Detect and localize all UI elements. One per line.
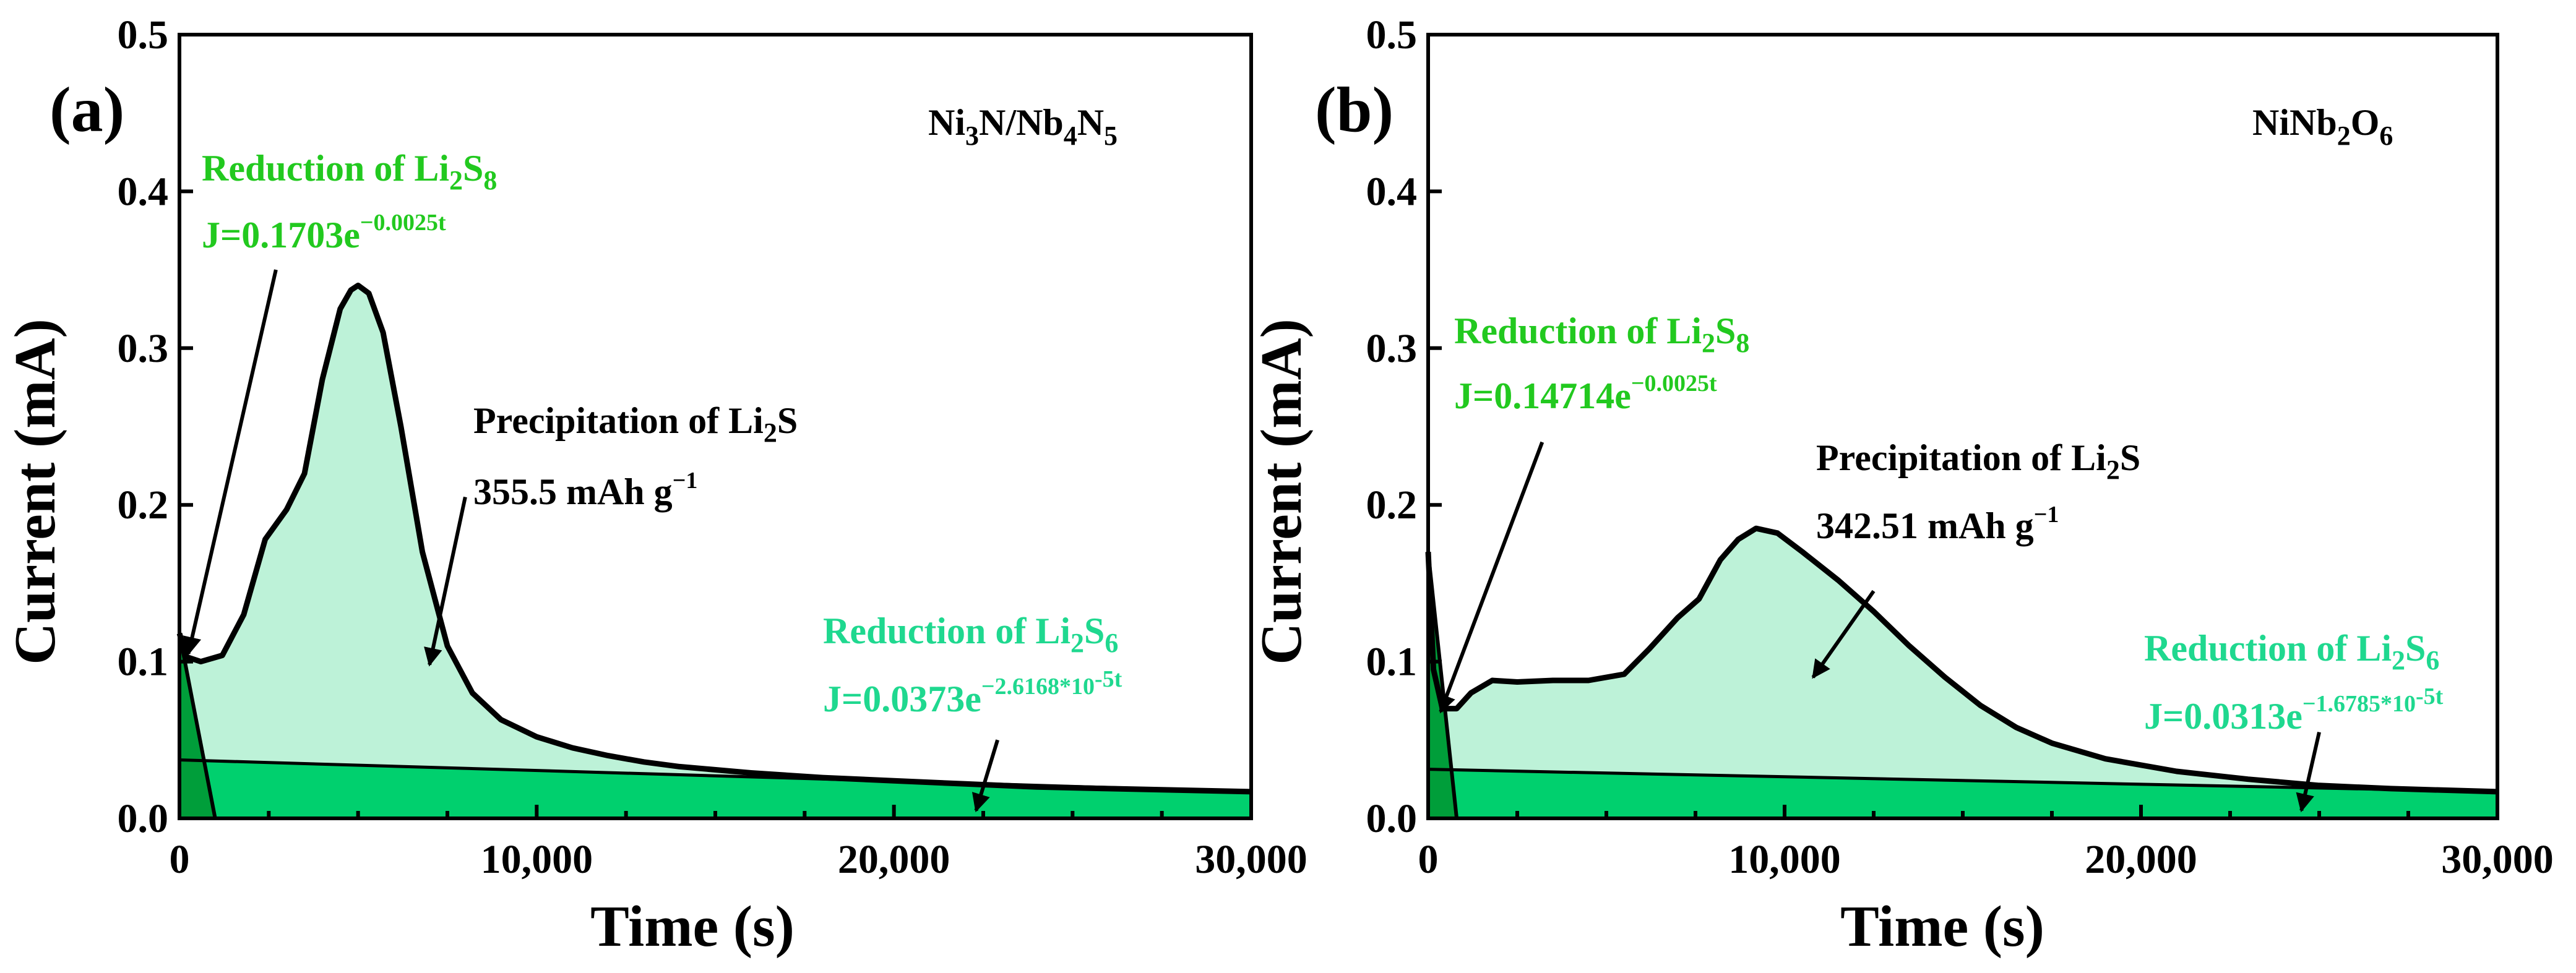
li2s6-annotation-title: Reduction of Li2S6 xyxy=(2144,628,2439,675)
annotation-arrow xyxy=(1811,589,1876,679)
li2s6-reduction-area xyxy=(1428,769,2497,818)
panel-label: (b) xyxy=(1315,74,1394,145)
y-tick-label: 0.1 xyxy=(118,640,169,685)
x-tick-label: 0 xyxy=(170,837,190,882)
x-tick-label: 10,000 xyxy=(481,837,593,882)
sample-label: Ni3N/Nb4N5 xyxy=(928,102,1118,151)
x-tick-label: 30,000 xyxy=(1195,837,1307,882)
x-axis-title: Time (s) xyxy=(590,894,795,959)
annotation-arrow xyxy=(2296,731,2321,813)
y-tick-label: 0.0 xyxy=(1366,796,1418,841)
current-curve xyxy=(1425,525,2498,795)
x-axis-title: Time (s) xyxy=(1840,894,2044,959)
panel-b-data-layer xyxy=(1425,525,2498,819)
li2s6-fit-line xyxy=(179,758,1252,794)
x-tick-label: 10,000 xyxy=(1728,837,1841,882)
precipitation-area xyxy=(179,285,1251,792)
y-tick-label: 0.0 xyxy=(118,796,169,841)
chart-panel-b: 0.0 0.1 0.2 0.3 0.4 0.5 0 10,000 20,000 30,000 T… xyxy=(1249,12,2554,959)
li2s6-fit-equation: J=0.0373e−2.6168*10-5t xyxy=(823,666,1122,719)
y-tick-label: 0.2 xyxy=(118,482,169,528)
y-axis-ticks: 0.0 0.1 0.2 0.3 0.4 0.5 xyxy=(1366,12,1442,841)
x-tick-label: 30,000 xyxy=(2441,837,2554,882)
annotation-arrow xyxy=(1437,441,1544,714)
x-tick-label: 20,000 xyxy=(838,837,950,882)
y-axis-title: Current (mA) xyxy=(1249,319,1314,665)
y-tick-label: 0.5 xyxy=(118,12,169,58)
annotation-arrow xyxy=(424,496,467,667)
y-tick-label: 0.2 xyxy=(1366,482,1418,528)
panel-a-data-layer xyxy=(176,282,1252,819)
precipitation-capacity: 355.5 mAh g−1 xyxy=(473,468,697,512)
y-axis-ticks: 0.0 0.1 0.2 0.3 0.4 0.5 xyxy=(118,12,193,841)
precipitation-area xyxy=(1428,528,2497,792)
li2s6-fit-equation: J=0.0313e−1.6785*10-5t xyxy=(2144,684,2444,737)
y-tick-label: 0.5 xyxy=(1366,12,1418,58)
chart-panel-a: 0.0 0.1 0.2 0.3 0.4 0.5 0 10,000 20,000 30,000 T… xyxy=(3,12,1307,959)
li2s6-fit-line xyxy=(1428,768,2498,794)
x-axis-ticks: 0 10,000 20,000 30,000 xyxy=(170,805,1307,882)
annotation-arrow xyxy=(971,739,999,813)
li2s6-annotation-title: Reduction of Li2S6 xyxy=(823,611,1118,658)
y-tick-label: 0.4 xyxy=(1366,169,1418,214)
annotation-arrows xyxy=(1437,441,2321,813)
li2s8-fit-equation: J=0.14714e−0.0025t xyxy=(1454,371,1717,416)
sample-label: NiNb2O6 xyxy=(2252,102,2393,151)
li2s8-annotation-title: Reduction of Li2S8 xyxy=(202,148,497,195)
li2s8-annotation-title: Reduction of Li2S8 xyxy=(1454,311,1749,358)
x-tick-label: 20,000 xyxy=(2085,837,2197,882)
x-tick-label: 0 xyxy=(1418,837,1439,882)
precipitation-capacity: 342.51 mAh g−1 xyxy=(1816,502,2059,546)
annotation-arrows xyxy=(183,269,999,813)
y-tick-label: 0.1 xyxy=(1366,640,1418,685)
li2s8-fit-equation: J=0.1703e−0.0025t xyxy=(202,210,446,255)
precipitation-annotation-title: Precipitation of Li2S xyxy=(473,400,798,448)
panel-label: (a) xyxy=(50,74,124,145)
x-axis-ticks: 0 10,000 20,000 30,000 xyxy=(1418,805,2554,882)
y-tick-label: 0.3 xyxy=(1366,326,1418,371)
li2s8-fit-line xyxy=(1426,551,1459,819)
annotation-arrow xyxy=(183,269,278,656)
y-axis-title: Current (mA) xyxy=(3,319,67,665)
y-tick-label: 0.4 xyxy=(118,169,169,214)
precipitation-annotation-title: Precipitation of Li2S xyxy=(1816,437,2140,485)
li2s8-fit-line xyxy=(178,633,217,819)
y-tick-label: 0.3 xyxy=(118,326,169,371)
